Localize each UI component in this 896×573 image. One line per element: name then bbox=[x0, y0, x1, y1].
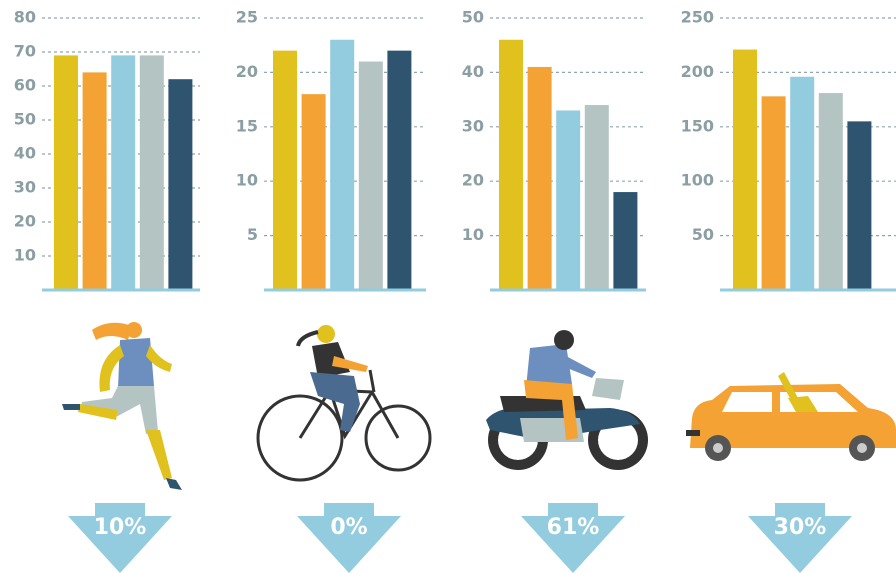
y-tick-label: 5 bbox=[247, 225, 258, 244]
bar bbox=[54, 55, 78, 291]
y-tick-label: 70 bbox=[14, 42, 36, 61]
percent-label: 10% bbox=[94, 515, 147, 540]
bar bbox=[847, 121, 872, 290]
motorbike-illustration bbox=[486, 330, 648, 470]
bar bbox=[733, 49, 757, 290]
y-tick-label: 50 bbox=[462, 8, 484, 27]
arrow bbox=[297, 503, 401, 573]
y-tick-label: 40 bbox=[462, 62, 484, 81]
bar bbox=[82, 72, 107, 291]
bar bbox=[168, 79, 193, 290]
y-tick-label: 10 bbox=[236, 171, 258, 190]
bar bbox=[301, 94, 326, 290]
y-tick-label: 20 bbox=[462, 171, 484, 190]
bar bbox=[790, 76, 815, 290]
bar bbox=[111, 55, 136, 291]
percent-label: 61% bbox=[547, 515, 600, 540]
bar bbox=[584, 105, 609, 290]
y-tick-label: 30 bbox=[14, 178, 36, 197]
y-tick-label: 20 bbox=[236, 62, 258, 81]
bar bbox=[613, 192, 638, 290]
arrow bbox=[748, 503, 852, 573]
bar bbox=[761, 96, 786, 290]
y-tick-label: 15 bbox=[236, 116, 258, 135]
y-tick-label: 60 bbox=[14, 76, 36, 95]
arrow bbox=[521, 503, 625, 573]
bar bbox=[527, 66, 552, 291]
y-tick-label: 30 bbox=[462, 116, 484, 135]
y-tick-label: 50 bbox=[692, 225, 714, 244]
bar bbox=[818, 93, 843, 291]
car-illustration bbox=[686, 372, 896, 461]
bar bbox=[273, 50, 297, 290]
y-tick-label: 40 bbox=[14, 144, 36, 163]
bar bbox=[139, 55, 164, 291]
y-tick-label: 250 bbox=[681, 8, 714, 27]
y-tick-label: 20 bbox=[14, 212, 36, 231]
y-tick-label: 50 bbox=[14, 110, 36, 129]
bar bbox=[387, 50, 412, 290]
y-tick-label: 25 bbox=[236, 8, 258, 27]
y-tick-label: 80 bbox=[14, 8, 36, 27]
bar bbox=[358, 61, 383, 290]
arrow bbox=[68, 503, 172, 573]
bar bbox=[330, 39, 355, 291]
y-tick-label: 100 bbox=[681, 171, 714, 190]
y-tick-label: 10 bbox=[462, 225, 484, 244]
percent-label: 0% bbox=[330, 515, 367, 540]
runner-illustration bbox=[62, 322, 182, 490]
y-tick-label: 150 bbox=[681, 116, 714, 135]
cyclist-illustration bbox=[256, 325, 432, 482]
bar bbox=[499, 39, 523, 291]
bar bbox=[556, 110, 581, 290]
y-tick-label: 200 bbox=[681, 62, 714, 81]
percent-label: 30% bbox=[774, 515, 827, 540]
y-tick-label: 10 bbox=[14, 246, 36, 265]
